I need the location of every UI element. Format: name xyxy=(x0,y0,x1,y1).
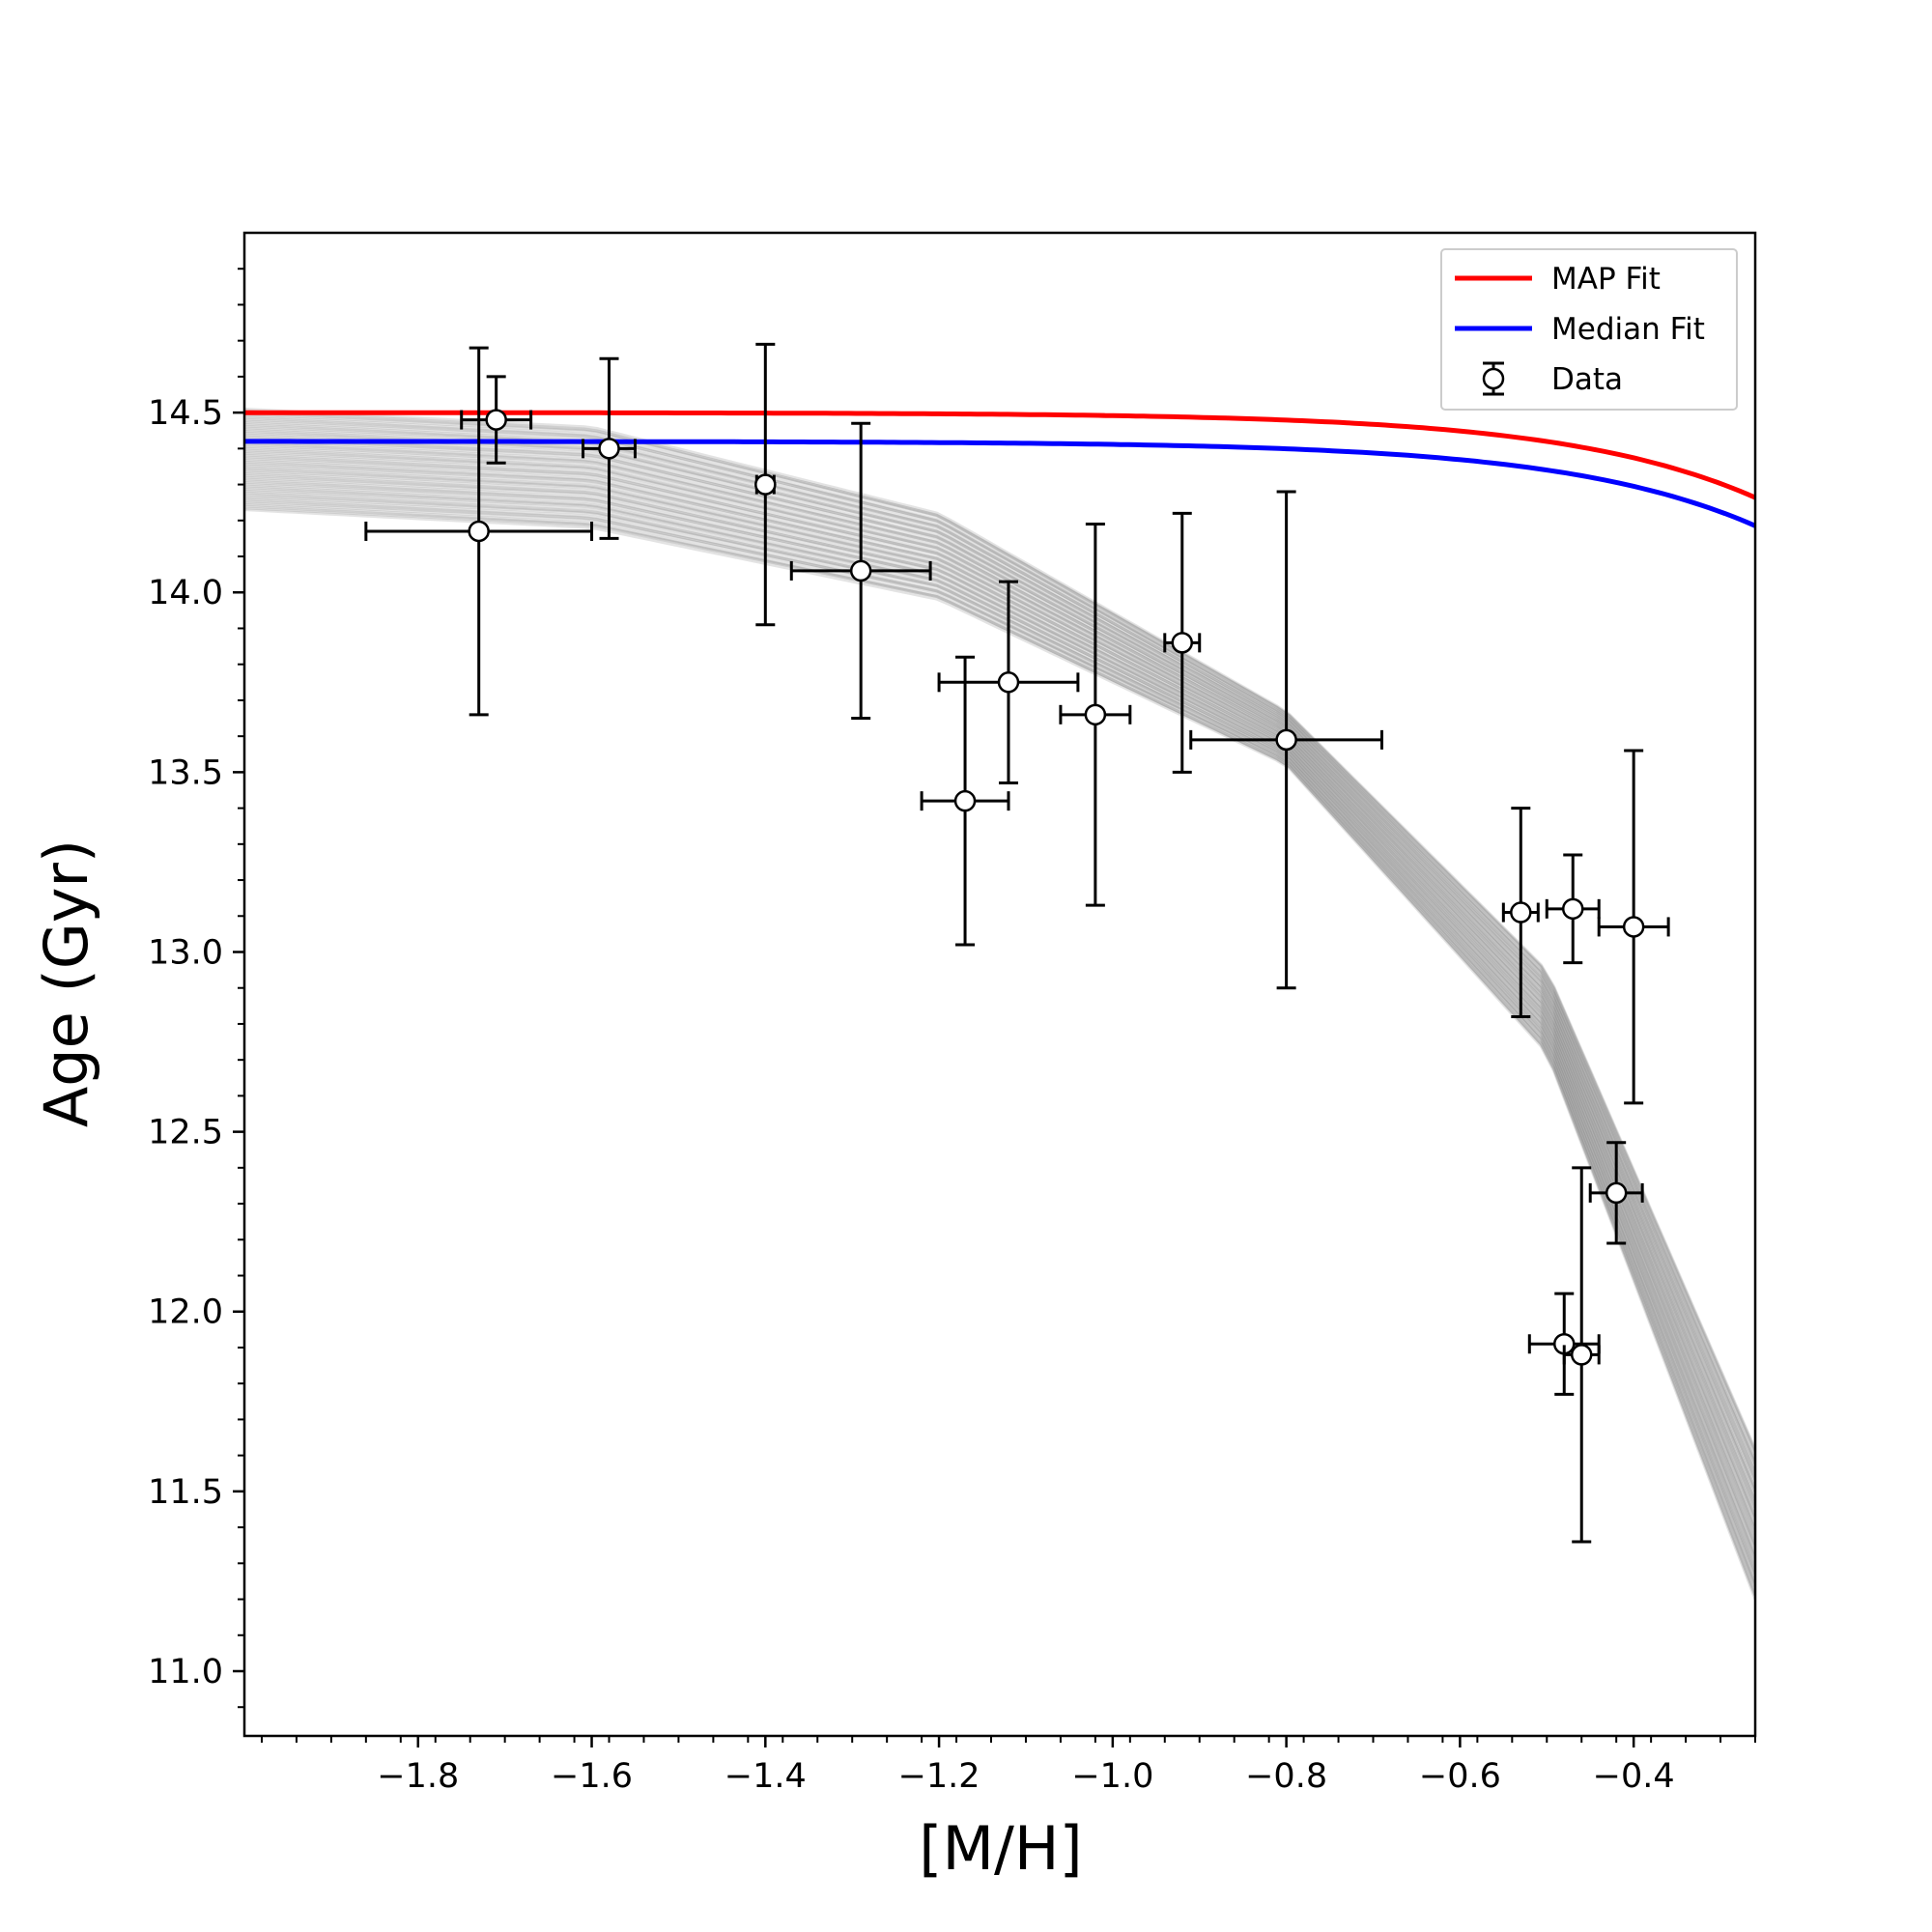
posterior-sample-curve xyxy=(244,491,1755,1579)
data-point xyxy=(920,655,1010,947)
data-marker xyxy=(1570,1344,1593,1366)
posterior-sample-curve xyxy=(244,451,1755,1518)
data-marker xyxy=(1622,916,1645,938)
y-tick-label: 12.5 xyxy=(148,1114,223,1152)
posterior-sample-curve xyxy=(244,501,1755,1588)
y-axis-label: Age (Gyr) xyxy=(31,839,101,1127)
posterior-sample-curve xyxy=(244,489,1755,1573)
posterior-sample-curve xyxy=(244,506,1755,1593)
posterior-sample-curve xyxy=(244,482,1755,1560)
data-point xyxy=(1501,807,1540,1019)
posterior-sample-curve xyxy=(244,453,1755,1522)
data-point xyxy=(754,342,777,627)
data-point xyxy=(1562,1166,1601,1544)
y-tick-label: 13.0 xyxy=(148,933,223,972)
posterior-sample-curve xyxy=(244,499,1755,1584)
posterior-sample-curve xyxy=(244,460,1755,1531)
y-tick-label: 14.0 xyxy=(148,574,223,612)
x-tick-label: −1.0 xyxy=(1071,1757,1153,1796)
legend-data-swatch xyxy=(1482,361,1505,396)
posterior-sample-curve xyxy=(244,462,1755,1527)
x-tick-label: −1.6 xyxy=(551,1757,633,1796)
posterior-sample-curve xyxy=(244,495,1755,1576)
x-tick-label: −1.4 xyxy=(724,1757,807,1796)
posterior-sample-curve xyxy=(244,464,1755,1533)
data-point xyxy=(1189,490,1383,990)
legend: MAP Fit Median Fit Data xyxy=(1440,248,1738,411)
posterior-sample-curve xyxy=(244,458,1755,1530)
posterior-sample-curve xyxy=(244,484,1755,1569)
y-tick-label: 12.0 xyxy=(148,1293,223,1332)
data-marker xyxy=(1510,901,1532,923)
posterior-sample-curve xyxy=(244,457,1755,1520)
y-tick-label: 14.5 xyxy=(148,394,223,433)
data-point xyxy=(1527,1292,1601,1396)
legend-data-label: Data xyxy=(1551,362,1623,397)
posterior-sample-curve xyxy=(244,455,1755,1518)
posterior-sample-curve xyxy=(244,467,1755,1539)
y-tick-label: 11.5 xyxy=(148,1473,223,1512)
posterior-sample-curve xyxy=(244,504,1755,1596)
posterior-sample-curve xyxy=(244,473,1755,1547)
data-point xyxy=(1588,1141,1644,1245)
legend-frame xyxy=(1440,248,1738,411)
x-tick-label: −0.8 xyxy=(1245,1757,1327,1796)
y-tick-label: 11.0 xyxy=(148,1653,223,1691)
legend-median-fit-label: Median Fit xyxy=(1551,312,1705,347)
x-tick-label: −1.8 xyxy=(377,1757,459,1796)
posterior-sample-curve xyxy=(244,497,1755,1588)
posterior-sample-curve xyxy=(244,470,1755,1546)
posterior-sample-curve xyxy=(244,480,1755,1555)
data-marker xyxy=(1561,897,1584,921)
posterior-sample-curve xyxy=(244,475,1755,1548)
posterior-sample-curve xyxy=(244,502,1755,1597)
posterior-sample-curve xyxy=(244,508,1755,1601)
posterior-sample-curve xyxy=(244,496,1755,1585)
data-marker xyxy=(1171,632,1194,654)
x-tick-label: −0.4 xyxy=(1593,1757,1675,1796)
data-marker xyxy=(953,789,977,812)
data-point xyxy=(364,346,594,717)
data-point xyxy=(789,421,932,721)
y-tick-label: 13.5 xyxy=(148,753,223,792)
data-point xyxy=(1163,511,1202,774)
data-marker xyxy=(754,473,777,496)
legend-map-fit-label: MAP Fit xyxy=(1551,262,1661,297)
posterior-sample-curve xyxy=(244,487,1755,1565)
x-axis-label: [M/H] xyxy=(919,1813,1082,1884)
plot-frame xyxy=(242,231,1757,1738)
x-tick-label: −0.6 xyxy=(1419,1757,1501,1796)
data-marker xyxy=(1605,1181,1628,1205)
posterior-samples-layer xyxy=(244,407,1755,1601)
data-marker xyxy=(598,438,620,460)
data-point xyxy=(460,375,533,465)
legend-data-marker xyxy=(1482,367,1505,390)
data-marker xyxy=(1275,728,1297,752)
data-point xyxy=(1545,853,1601,965)
posterior-sample-curve xyxy=(244,479,1755,1559)
data-marker xyxy=(468,520,490,543)
x-tick-label: −1.2 xyxy=(898,1757,980,1796)
posterior-sample-curve xyxy=(244,472,1755,1550)
data-marker xyxy=(1084,703,1107,726)
data-points-layer xyxy=(364,342,1670,1544)
data-point xyxy=(1059,523,1132,907)
posterior-sample-curve xyxy=(244,493,1755,1576)
data-marker xyxy=(485,409,507,431)
posterior-sample-curve xyxy=(244,477,1755,1557)
posterior-sample-curve xyxy=(244,466,1755,1541)
data-point xyxy=(937,580,1080,785)
data-marker xyxy=(849,559,872,582)
posterior-sample-curve xyxy=(244,469,1755,1537)
data-point xyxy=(582,356,637,540)
data-marker xyxy=(997,671,1020,694)
axes-layer: −1.8 −1.6 −1.4 −1.2 −1.0 −0.8 −0.6 −0.4 11.0 11.5… xyxy=(148,231,1757,1796)
posterior-sample-curve xyxy=(244,486,1755,1568)
data-point xyxy=(1597,749,1670,1105)
